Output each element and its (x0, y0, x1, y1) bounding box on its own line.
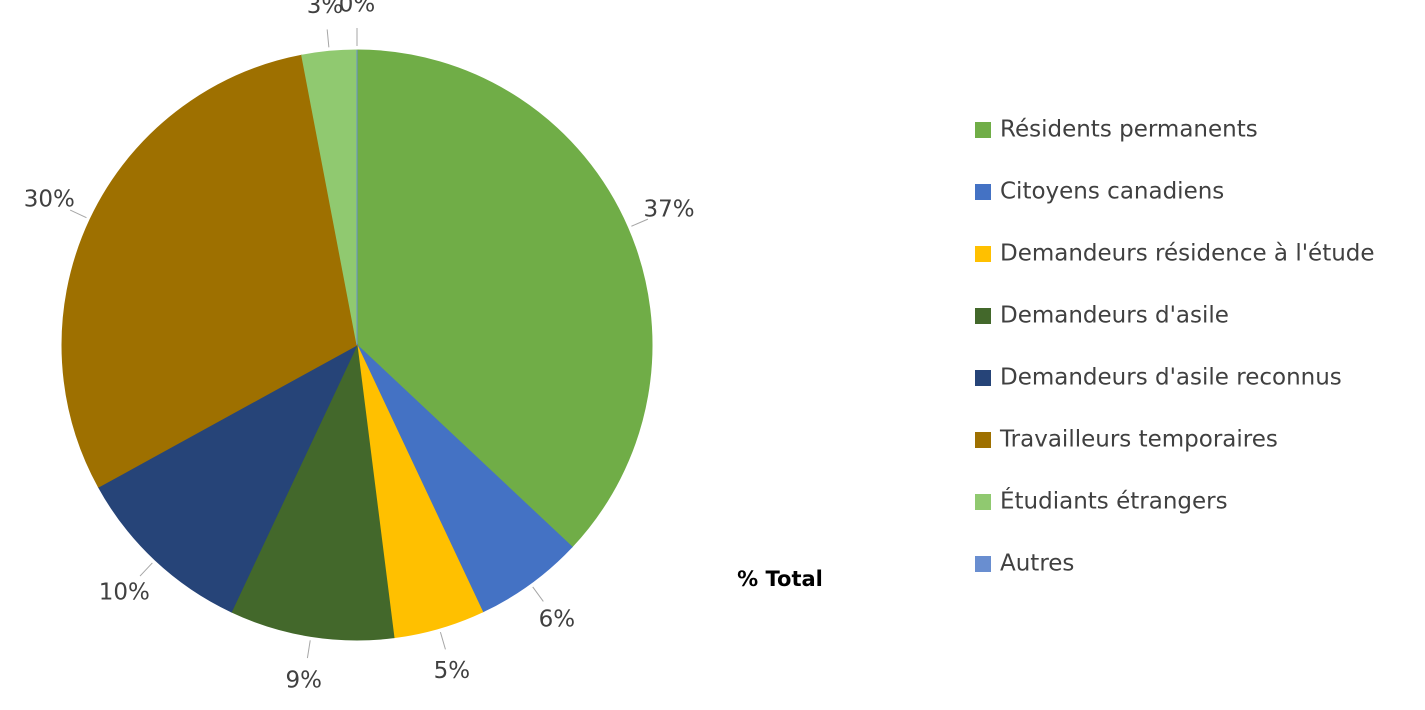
data-label: 30% (24, 187, 75, 213)
data-label: 10% (99, 579, 150, 605)
data-label: 9% (286, 667, 323, 693)
leader-line (439, 631, 446, 650)
legend-label: Étudiants étrangers (1000, 487, 1228, 515)
legend-label: Travailleurs temporaires (999, 427, 1278, 453)
leader-line (139, 562, 153, 577)
legend-swatch (975, 246, 991, 262)
legend-swatch (975, 556, 991, 572)
legend-swatch (975, 494, 991, 510)
leader-line (326, 29, 330, 48)
pie-slice (356, 49, 653, 548)
data-label: 5% (434, 658, 471, 684)
data-label: 37% (643, 196, 694, 222)
legend-label: Demandeurs résidence à l'étude (1000, 241, 1375, 267)
legend-swatch (975, 308, 991, 324)
legend-swatch (975, 184, 991, 200)
legend-swatch (975, 370, 991, 386)
leader-line (69, 209, 87, 219)
leader-line (532, 586, 544, 602)
legend-label: Citoyens canadiens (1000, 179, 1224, 205)
data-label: 6% (539, 607, 576, 633)
legend-label: Demandeurs d'asile reconnus (1000, 365, 1342, 391)
chart-title: % Total (737, 567, 823, 591)
leader-line (631, 218, 649, 227)
legend-label: Résidents permanents (1000, 117, 1258, 143)
legend-swatch (975, 432, 991, 448)
pie-slice (97, 343, 359, 613)
pie-slice (61, 54, 358, 488)
legend-swatch (975, 122, 991, 138)
pie-slice (230, 343, 395, 641)
data-label: 3% (307, 0, 344, 19)
legend-label: Autres (1000, 551, 1074, 577)
leader-line (306, 640, 311, 659)
legend-label: Demandeurs d'asile (1000, 303, 1229, 329)
data-label: 0% (339, 0, 376, 18)
